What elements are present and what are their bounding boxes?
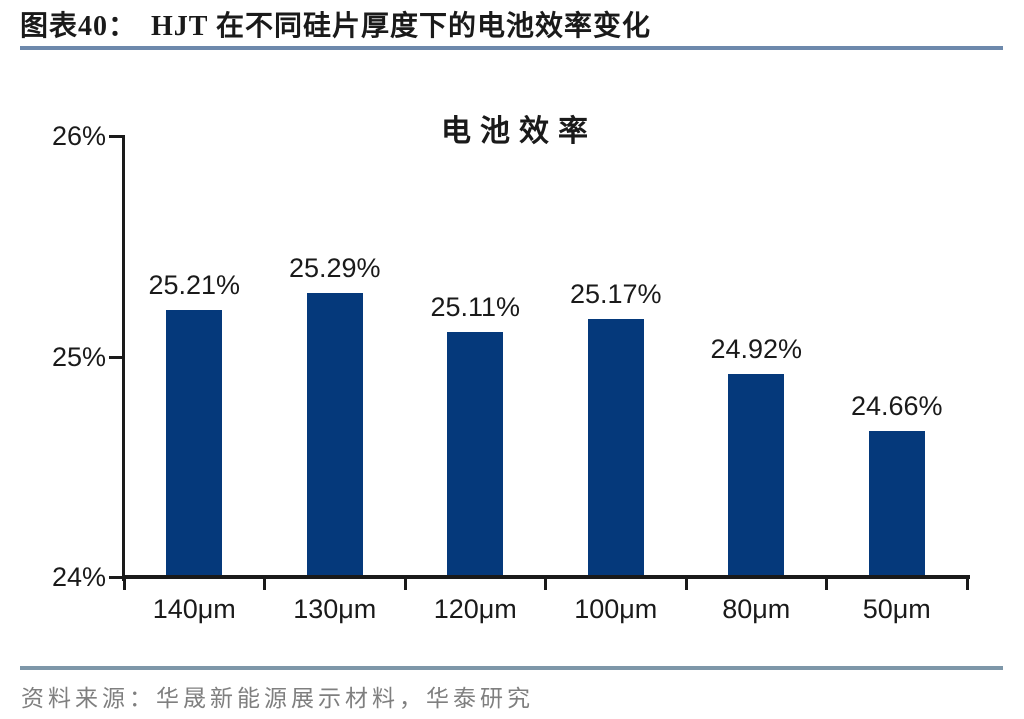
bar-value-label: 25.11% xyxy=(430,292,521,323)
x-tick-label: 50μm xyxy=(862,594,931,624)
bar xyxy=(728,374,785,577)
chart-title: 电池效率 xyxy=(441,115,597,148)
y-tick-label: 25% xyxy=(51,341,106,372)
x-axis-tick xyxy=(122,575,126,590)
x-tick-label: 120μm xyxy=(433,594,517,624)
bar-value-label: 25.29% xyxy=(288,252,381,283)
x-tick-label: 80μm xyxy=(722,594,791,624)
x-tick-label: 140μm xyxy=(152,594,236,624)
figure-number-label: 图表40： xyxy=(20,11,138,42)
bar xyxy=(166,310,223,577)
x-tick-label: 100μm xyxy=(574,594,658,624)
bar xyxy=(868,431,925,577)
y-axis-tick xyxy=(109,355,124,359)
bar-value-label: 25.17% xyxy=(569,279,662,309)
y-tick-label: 26% xyxy=(51,121,106,151)
figure-header: 图表40： HJT 在不同硅片厚度下的电池效率变化 xyxy=(20,4,1010,44)
x-axis-tick xyxy=(965,575,969,590)
x-axis-tick xyxy=(544,575,547,590)
x-tick-label: 130μm xyxy=(293,594,377,624)
bar-value-label: 25.21% xyxy=(148,270,241,301)
y-axis-tick xyxy=(109,135,124,138)
bar-value-label: 24.66% xyxy=(850,391,943,422)
x-axis-tick xyxy=(825,575,828,590)
title-underline-rule xyxy=(20,46,1003,50)
bar xyxy=(587,319,644,577)
bar xyxy=(306,292,363,577)
source-attribution: 资料来源：华晟新能源展示材料，华泰研究 xyxy=(21,686,534,711)
y-axis-tick xyxy=(109,576,124,579)
figure-title: HJT 在不同硅片厚度下的电池效率变化 xyxy=(151,11,651,42)
footer-divider-rule xyxy=(20,666,1003,670)
bar-value-label: 24.92% xyxy=(710,334,803,365)
y-tick-label: 24% xyxy=(51,562,106,592)
x-axis-tick xyxy=(684,575,688,590)
bar xyxy=(447,332,504,577)
x-axis-tick xyxy=(403,575,407,590)
x-axis-tick xyxy=(263,575,266,590)
